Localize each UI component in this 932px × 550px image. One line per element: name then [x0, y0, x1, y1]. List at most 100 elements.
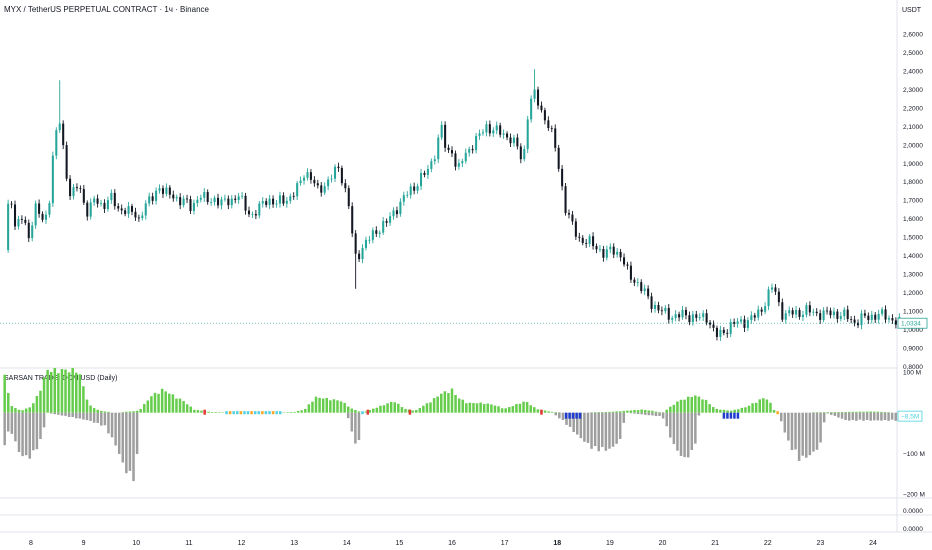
dom-positive-bar — [185, 404, 189, 413]
candle-body — [653, 305, 657, 309]
price-tick-label: 2,3000 — [903, 87, 923, 94]
candle-body — [296, 183, 299, 197]
dom-positive-bar — [826, 412, 829, 413]
dom-positive-bar — [597, 412, 600, 413]
candle-body — [265, 201, 268, 205]
dom-positive-bar — [314, 396, 318, 413]
dom-positive-bar — [160, 388, 164, 413]
dom-negative-bar — [822, 412, 826, 423]
dom-blue-bar — [564, 412, 568, 419]
dom-positive-bar — [422, 405, 425, 413]
time-tick-label: 20 — [659, 540, 667, 547]
dom-negative-bar — [57, 412, 60, 415]
dom-negative-bar — [837, 412, 840, 418]
dom-negative-bar — [107, 412, 110, 434]
price-tick-label: 2,1000 — [903, 124, 923, 131]
candle-body — [647, 288, 650, 297]
dom-negative-bar — [35, 412, 39, 450]
dom-positive-bar — [500, 408, 504, 413]
dom-positive-bar — [686, 396, 690, 413]
dom-negative-bar — [840, 412, 844, 419]
candle-body — [237, 196, 240, 200]
dom-positive-bar — [10, 406, 14, 413]
dom-positive-bar — [640, 409, 643, 413]
dom-positive-bar — [92, 408, 96, 413]
dom-negative-bar — [783, 412, 787, 433]
candle-body — [822, 310, 825, 320]
candle-body — [416, 186, 419, 191]
candle-body — [368, 239, 371, 241]
candle-body — [629, 265, 632, 280]
dom-last-value-label: −8,5M — [901, 414, 919, 421]
candle-body — [272, 198, 275, 205]
candle-body — [633, 279, 636, 283]
candle-body — [289, 196, 292, 201]
candle-body — [557, 147, 560, 169]
dom-positive-bar — [164, 391, 167, 413]
candle-body — [450, 150, 454, 154]
candle-body — [461, 161, 464, 164]
candle-body — [808, 305, 811, 313]
dom-neutral-bar — [236, 411, 239, 415]
candle-body — [777, 291, 780, 303]
candle-body — [719, 329, 722, 337]
dom-positive-bar — [862, 411, 865, 413]
candle-body — [530, 98, 533, 120]
dom-positive-bar — [511, 406, 515, 413]
candle-body — [526, 119, 529, 150]
candle-body — [609, 246, 612, 250]
candle-body — [643, 288, 646, 292]
candle-body — [316, 183, 319, 186]
dom-positive-bar — [125, 411, 128, 413]
dom-neutral-bar — [246, 411, 250, 415]
candle-body — [34, 203, 37, 226]
candle-body — [155, 190, 158, 201]
candle-body — [740, 319, 743, 322]
dom-positive-bar — [833, 412, 837, 413]
candle-body — [547, 120, 550, 129]
dom-negative-bar — [797, 412, 801, 461]
candle-body — [20, 218, 23, 220]
candle-body — [454, 153, 457, 167]
time-tick-label: 16 — [448, 540, 456, 547]
dom-positive-bar — [762, 398, 765, 413]
candle-body — [179, 197, 182, 206]
dom-negative-bar — [17, 412, 21, 453]
dom-blue-bar — [722, 412, 726, 419]
candle-body — [894, 320, 897, 325]
candle-body — [770, 287, 774, 290]
candle-body — [705, 313, 708, 323]
dom-positive-bar — [132, 411, 135, 413]
dom-positive-bar — [121, 412, 125, 413]
dom-positive-bar — [17, 409, 21, 413]
dom-positive-bar — [547, 411, 550, 413]
dom-negative-bar — [844, 412, 847, 420]
price-tick-label: 1,9000 — [903, 161, 923, 168]
dom-positive-bar — [601, 412, 604, 413]
candle-body — [492, 130, 495, 134]
dom-positive-bar — [543, 410, 547, 413]
candle-body — [674, 314, 677, 319]
dom-positive-bar — [7, 393, 10, 413]
candle-body — [881, 309, 884, 314]
candle-body — [38, 203, 41, 214]
dom-positive-bar — [343, 402, 346, 413]
candle-body — [664, 307, 667, 312]
dom-positive-bar — [873, 411, 876, 413]
dom-negative-bar — [28, 412, 31, 459]
price-tick-label: 1,1000 — [903, 308, 923, 315]
candle-body — [151, 196, 154, 201]
last-price-box — [897, 317, 928, 329]
dom-positive-bar — [722, 409, 726, 413]
dom-positive-bar — [32, 403, 35, 413]
candle-body — [791, 310, 794, 315]
candle-body — [230, 198, 233, 206]
time-tick-label: 10 — [132, 540, 140, 547]
candle-body — [309, 172, 312, 180]
candle-body — [161, 188, 164, 194]
dom-negative-bar — [53, 412, 57, 415]
dom-positive-bar — [737, 409, 740, 413]
dom-positive-bar — [354, 410, 357, 413]
dom-positive-bar — [765, 399, 769, 413]
